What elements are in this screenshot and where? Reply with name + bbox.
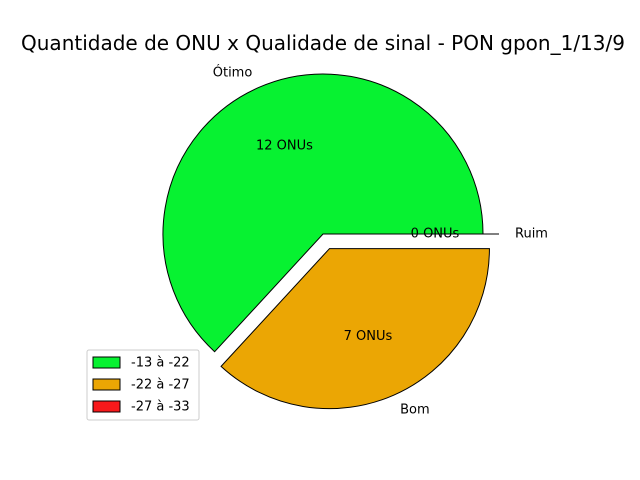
legend-label-bom: -22 à -27: [131, 378, 190, 393]
pie-slices: [162, 73, 499, 410]
pie-labels: Ótimo 12 ONUs Bom 7 ONUs Ruim 0 ONUs: [213, 64, 548, 417]
legend-swatch-otimo: [92, 356, 121, 369]
slice-category-label-bom: Bom: [400, 402, 430, 417]
slice-category-label-otimo: Ótimo: [213, 64, 253, 80]
legend-label-ruim: -27 à -33: [131, 400, 190, 415]
slice-value-label-otimo: 12 ONUs: [256, 139, 313, 154]
slice-category-label-ruim: Ruim: [515, 227, 548, 242]
legend-swatch-bom: [92, 378, 121, 391]
pie-slice-bom: [220, 248, 490, 410]
legend-label-otimo: -13 à -22: [131, 356, 190, 371]
slice-value-label-ruim: 0 ONUs: [411, 227, 460, 242]
pie-slice-otimo: [162, 73, 484, 353]
chart-title: Quantidade de ONU x Qualidade de sinal -…: [21, 31, 625, 55]
slice-value-label-bom: 7 ONUs: [344, 329, 393, 344]
legend-swatch-ruim: [92, 400, 121, 413]
legend: -13 à -22 -22 à -27 -27 à -33: [86, 349, 200, 421]
